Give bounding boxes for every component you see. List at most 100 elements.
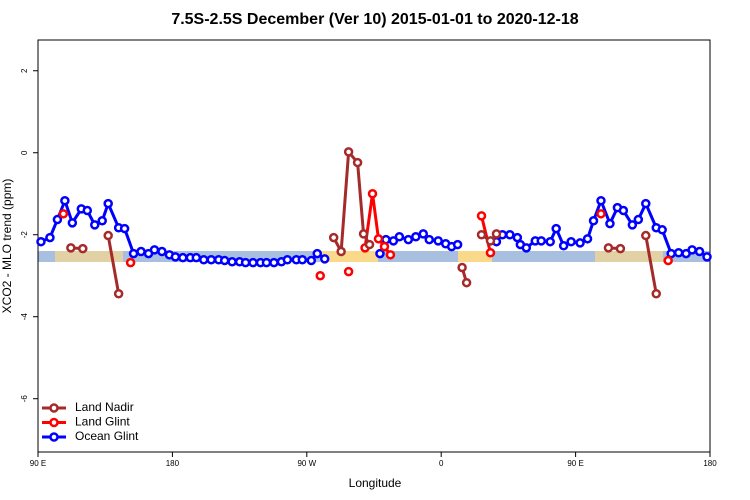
- point: [651, 289, 661, 299]
- point: [627, 220, 638, 230]
- point: [312, 248, 323, 259]
- point: [433, 236, 443, 246]
- y-tick-label: -2: [20, 231, 29, 239]
- point: [388, 236, 399, 246]
- point: [240, 257, 251, 268]
- point: [558, 241, 569, 251]
- y-tick-label: -6: [20, 395, 29, 403]
- point: [358, 229, 369, 239]
- chart-title: 7.5S-2.5S December (Ver 10) 2015-01-01 t…: [171, 11, 578, 28]
- point: [375, 248, 385, 259]
- legend-label: Ocean Glint: [75, 429, 139, 443]
- point: [67, 218, 78, 228]
- point: [394, 232, 405, 242]
- point: [113, 289, 124, 299]
- point: [596, 209, 606, 219]
- point: [536, 236, 547, 246]
- point: [66, 243, 76, 253]
- point: [119, 223, 130, 234]
- point: [149, 245, 160, 255]
- point: [367, 188, 378, 199]
- point: [615, 243, 626, 254]
- point: [633, 214, 644, 225]
- point: [687, 245, 697, 255]
- legend-label: Land Nadir: [75, 400, 134, 414]
- point: [261, 257, 272, 268]
- point: [457, 262, 467, 273]
- point: [603, 243, 614, 253]
- point: [178, 252, 188, 263]
- point: [618, 205, 629, 216]
- point: [248, 257, 258, 268]
- point: [694, 246, 705, 257]
- point: [575, 238, 585, 248]
- x-axis-label: Longitude: [349, 476, 402, 490]
- point: [364, 239, 375, 250]
- point: [58, 209, 69, 219]
- point: [545, 236, 555, 247]
- x-tick-label: 90 W: [297, 459, 316, 468]
- point: [566, 236, 576, 247]
- point: [476, 211, 487, 221]
- point: [297, 254, 308, 265]
- point: [282, 254, 293, 265]
- point: [125, 257, 136, 268]
- point: [352, 157, 363, 168]
- point: [385, 250, 396, 260]
- point: [641, 198, 651, 209]
- point: [588, 216, 599, 226]
- x-tick-label: 180: [703, 459, 717, 468]
- point: [336, 246, 346, 257]
- point: [191, 252, 202, 263]
- point: [403, 234, 414, 245]
- x-tick-label: 90 E: [567, 459, 583, 468]
- point: [657, 225, 667, 235]
- point: [485, 248, 496, 258]
- point: [343, 147, 354, 157]
- point: [596, 195, 606, 206]
- legend-marker: [49, 417, 59, 428]
- point: [605, 218, 615, 229]
- point: [702, 252, 712, 262]
- point: [328, 232, 339, 243]
- point: [505, 229, 515, 240]
- y-tick-label: -4: [20, 313, 29, 321]
- point: [157, 246, 167, 257]
- point: [411, 232, 421, 242]
- point: [199, 254, 209, 265]
- point: [103, 198, 113, 209]
- point: [52, 214, 63, 225]
- plot-frame: [37, 39, 711, 453]
- point: [373, 234, 384, 244]
- surface-band: [38, 251, 710, 262]
- point: [424, 234, 435, 245]
- legend-label: Land Glint: [75, 415, 130, 429]
- point: [45, 232, 55, 243]
- point: [89, 220, 100, 230]
- point: [418, 229, 429, 239]
- point: [219, 255, 230, 266]
- y-axis-label: XCO2 - MLO trend (ppm): [0, 179, 14, 314]
- point: [663, 255, 673, 266]
- point: [319, 254, 330, 264]
- point: [103, 230, 113, 241]
- point: [78, 243, 88, 254]
- point: [269, 257, 279, 268]
- point: [136, 246, 146, 257]
- point: [36, 236, 46, 247]
- point: [452, 239, 463, 250]
- point: [97, 216, 107, 226]
- point: [461, 277, 472, 288]
- point: [60, 195, 70, 206]
- point: [379, 241, 390, 252]
- point: [582, 234, 593, 244]
- y-tick-label: 0: [20, 150, 29, 155]
- point: [476, 229, 487, 240]
- x-tick-label: 180: [166, 459, 180, 468]
- point: [641, 230, 651, 241]
- legend-marker: [49, 403, 59, 413]
- point: [227, 257, 237, 267]
- x-tick-label: 0: [439, 459, 444, 468]
- legend-marker: [49, 432, 59, 442]
